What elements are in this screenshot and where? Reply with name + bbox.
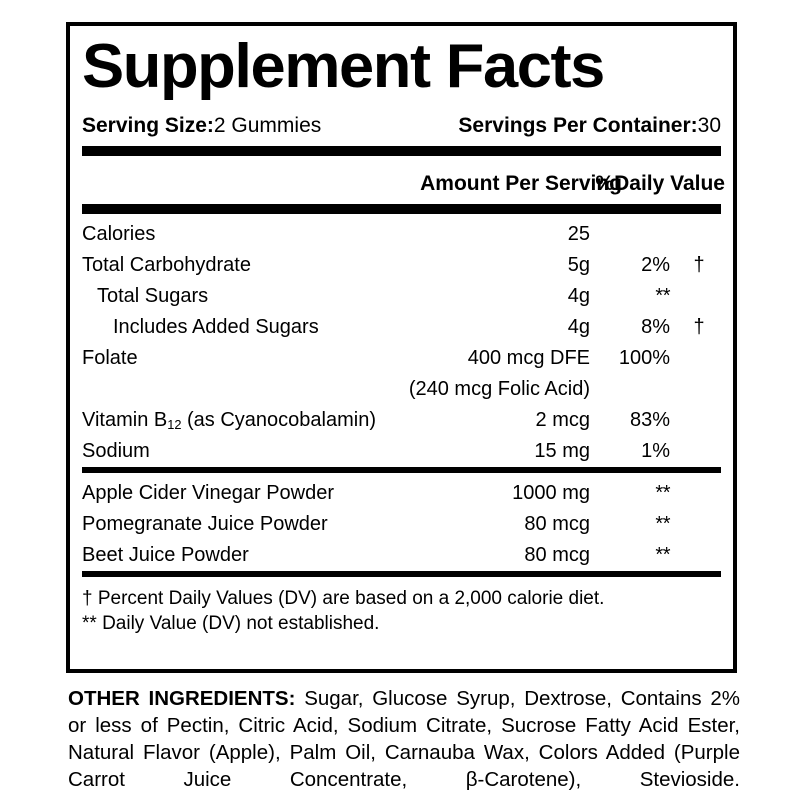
servings-per-container-value: 30 — [697, 114, 721, 137]
nutrient-amount: 1000 mg — [512, 482, 590, 504]
dagger-marker: † — [693, 254, 705, 276]
table-row: Total Carbohydrate 5g 2% † — [82, 250, 721, 281]
column-header-row: Amount Per Serving %Daily Value — [82, 162, 725, 196]
nutrient-daily-value: ** — [655, 513, 670, 535]
serving-info-row: Serving Size:2 Gummies Servings Per Cont… — [82, 114, 721, 138]
table-row: Pomegranate Juice Powder 80 mcg ** — [82, 509, 721, 540]
table-row: Beet Juice Powder 80 mcg ** — [82, 540, 721, 571]
nutrient-amount: 4g — [567, 285, 590, 307]
footnotes: † Percent Daily Values (DV) are based on… — [82, 586, 721, 637]
serving-size: Serving Size:2 Gummies — [82, 114, 321, 138]
nutrient-daily-value: 8% — [641, 316, 670, 338]
table-row: Total Sugars 4g ** — [82, 281, 721, 312]
nutrient-table: Calories 25 Total Carbohydrate 5g 2% † Total S… — [82, 219, 721, 467]
nutrient-name: Apple Cider Vinegar Powder — [82, 482, 335, 504]
nutrient-daily-value: 100% — [618, 347, 670, 369]
other-ingredients-text: Sugar, Glucose Syrup, Dextrose, Contains… — [68, 687, 740, 792]
nutrient-amount: 80 mcg — [524, 513, 590, 535]
table-row: (240 mcg Folic Acid) — [82, 374, 721, 405]
nutrient-amount: 80 mcg — [524, 544, 590, 566]
other-ingredients-label: OTHER INGREDIENTS: — [68, 687, 296, 710]
dagger-marker: † — [693, 316, 705, 338]
supplement-facts-panel: Supplement Facts Serving Size:2 Gummies … — [66, 22, 737, 673]
nutrient-daily-value: ** — [655, 285, 670, 307]
nutrient-amount: 15 mg — [534, 440, 590, 462]
footnote-dagger: † Percent Daily Values (DV) are based on… — [82, 588, 605, 609]
nutrient-amount: 400 mcg DFE — [467, 347, 590, 369]
nutrient-daily-value: 2% — [641, 254, 670, 276]
table-row: Sodium 15 mg 1% — [82, 436, 721, 467]
servings-per-container-label: Servings Per Container: — [458, 114, 698, 137]
nutrient-daily-value: ** — [655, 482, 670, 504]
nutrient-name: Total Sugars — [97, 285, 209, 307]
nutrient-amount: 25 — [567, 223, 590, 245]
nutrient-daily-value: 1% — [641, 440, 670, 462]
nutrient-name: Folate — [82, 347, 138, 369]
nutrient-name: Pomegranate Juice Powder — [82, 513, 328, 535]
nutrient-amount: 5g — [567, 254, 590, 276]
divider-below-serving — [82, 146, 721, 156]
daily-value-header: %Daily Value — [595, 172, 725, 195]
nutrient-amount: 2 mcg — [535, 409, 590, 431]
other-ingredients-block: OTHER INGREDIENTS: Sugar, Glucose Syrup,… — [68, 685, 740, 800]
divider-below-column-header — [82, 204, 721, 214]
nutrient-daily-value: 83% — [629, 409, 670, 431]
serving-size-value: 2 Gummies — [213, 114, 322, 137]
table-row: Includes Added Sugars 4g 8% † — [82, 312, 721, 343]
table-row: Vitamin B12 (as Cyanocobalamin) 2 mcg 83% — [82, 405, 721, 436]
amount-per-serving-header: Amount Per Serving — [420, 172, 622, 195]
blend-table: Apple Cider Vinegar Powder 1000 mg ** Pomeg… — [82, 478, 721, 571]
table-row: Calories 25 — [82, 219, 721, 250]
nutrient-name: Vitamin B12 (as Cyanocobalamin) — [82, 409, 376, 433]
nutrient-amount: 4g — [567, 316, 590, 338]
nutrient-amount: (240 mcg Folic Acid) — [408, 378, 590, 400]
page-title: Supplement Facts — [82, 32, 605, 101]
serving-size-label: Serving Size: — [82, 114, 214, 137]
divider-above-blend — [82, 467, 721, 473]
servings-per-container: Servings Per Container:30 — [458, 114, 721, 138]
nutrient-name: Includes Added Sugars — [113, 316, 319, 338]
footnote-stars: ** Daily Value (DV) not established. — [82, 613, 380, 635]
table-row: Apple Cider Vinegar Powder 1000 mg ** — [82, 478, 721, 509]
nutrient-name: Calories — [82, 223, 156, 245]
table-row: Folate 400 mcg DFE 100% — [82, 343, 721, 374]
divider-below-blend — [82, 571, 721, 577]
nutrient-name: Total Carbohydrate — [82, 254, 251, 276]
nutrient-name: Beet Juice Powder — [82, 544, 249, 566]
nutrient-daily-value: ** — [655, 544, 670, 566]
nutrient-name: Sodium — [82, 440, 150, 462]
